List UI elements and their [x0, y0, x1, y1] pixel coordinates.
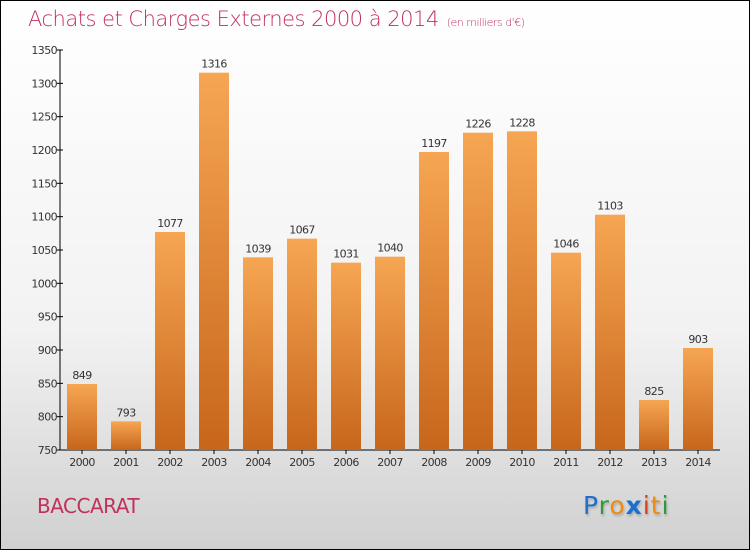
unit-label: (en milliers d'€) — [446, 16, 525, 29]
x-tick-label: 2003 — [201, 456, 227, 469]
bar-2003 — [199, 72, 229, 451]
bar-2009 — [463, 132, 493, 450]
bar-2010 — [507, 131, 537, 451]
bar-2005 — [287, 238, 317, 450]
data-label-2013: 825 — [644, 385, 664, 398]
data-label-2001: 793 — [116, 406, 136, 419]
y-tick-label: 1250 — [31, 111, 57, 124]
bar-2012 — [595, 214, 625, 450]
data-label-2009: 1226 — [465, 118, 491, 131]
proxiti-logo: Proxiti — [583, 491, 670, 520]
y-tick-label: 950 — [38, 311, 58, 324]
x-tick-label: 2012 — [597, 456, 623, 469]
x-tick-label: 2008 — [421, 456, 447, 469]
x-tick-label: 2006 — [333, 456, 359, 469]
data-label-2002: 1077 — [157, 217, 183, 230]
data-label-2004: 1039 — [245, 242, 271, 255]
logo-letter: x — [625, 491, 643, 520]
x-tick-label: 2001 — [113, 456, 139, 469]
data-label-2011: 1046 — [553, 238, 579, 251]
data-label-2007: 1040 — [377, 242, 403, 255]
y-tick-label: 850 — [38, 377, 58, 390]
y-tick-label: 1200 — [31, 144, 57, 157]
bar-2006 — [331, 262, 361, 450]
data-label-2014: 903 — [688, 333, 708, 346]
bar-2007 — [375, 256, 405, 450]
bar-2001 — [111, 421, 141, 450]
title-text: Achats et Charges Externes 2000 à 2014 — [28, 7, 439, 31]
x-tick-label: 2013 — [641, 456, 667, 469]
bar-2004 — [243, 257, 273, 450]
data-label-2012: 1103 — [597, 200, 623, 213]
data-label-2010: 1228 — [509, 116, 535, 129]
x-tick-label: 2009 — [465, 456, 491, 469]
x-tick-label: 2011 — [553, 456, 579, 469]
x-tick-label: 2014 — [685, 456, 711, 469]
x-tick-label: 2010 — [509, 456, 535, 469]
bar-2000 — [67, 384, 97, 450]
x-tick-label: 2000 — [69, 456, 95, 469]
location-label: BACCARAT — [37, 494, 140, 518]
y-tick-label: 1100 — [31, 211, 57, 224]
data-label-2006: 1031 — [333, 248, 359, 261]
y-tick-label: 1050 — [31, 244, 57, 257]
x-tick-label: 2007 — [377, 456, 403, 469]
logo-letter: P — [583, 491, 599, 520]
data-label-2005: 1067 — [289, 224, 315, 237]
y-tick-label: 800 — [38, 411, 58, 424]
bar-2014 — [683, 348, 713, 450]
data-label-2003: 1316 — [201, 58, 227, 71]
data-label-2008: 1197 — [421, 137, 447, 150]
logo-letter: i — [661, 491, 670, 520]
data-label-2000: 849 — [72, 369, 92, 382]
y-tick-label: 1350 — [31, 44, 57, 57]
y-tick-label: 1000 — [31, 277, 57, 290]
bar-2011 — [551, 252, 581, 450]
logo-letter: o — [609, 491, 626, 520]
x-tick-label: 2002 — [157, 456, 183, 469]
bar-2008 — [419, 152, 449, 450]
y-tick-label: 1300 — [31, 77, 57, 90]
bar-2013 — [639, 400, 669, 450]
y-tick-label: 1150 — [31, 177, 57, 190]
y-tick-label: 750 — [38, 444, 58, 457]
y-tick-label: 900 — [38, 344, 58, 357]
x-tick-label: 2005 — [289, 456, 315, 469]
bar-2002 — [155, 232, 185, 450]
x-tick-label: 2004 — [245, 456, 271, 469]
logo-letter: i — [642, 491, 651, 520]
logo-letter: r — [598, 491, 610, 520]
chart-title: Achats et Charges Externes 2000 à 2014 (e… — [28, 7, 525, 31]
logo-letter: t — [650, 491, 662, 520]
